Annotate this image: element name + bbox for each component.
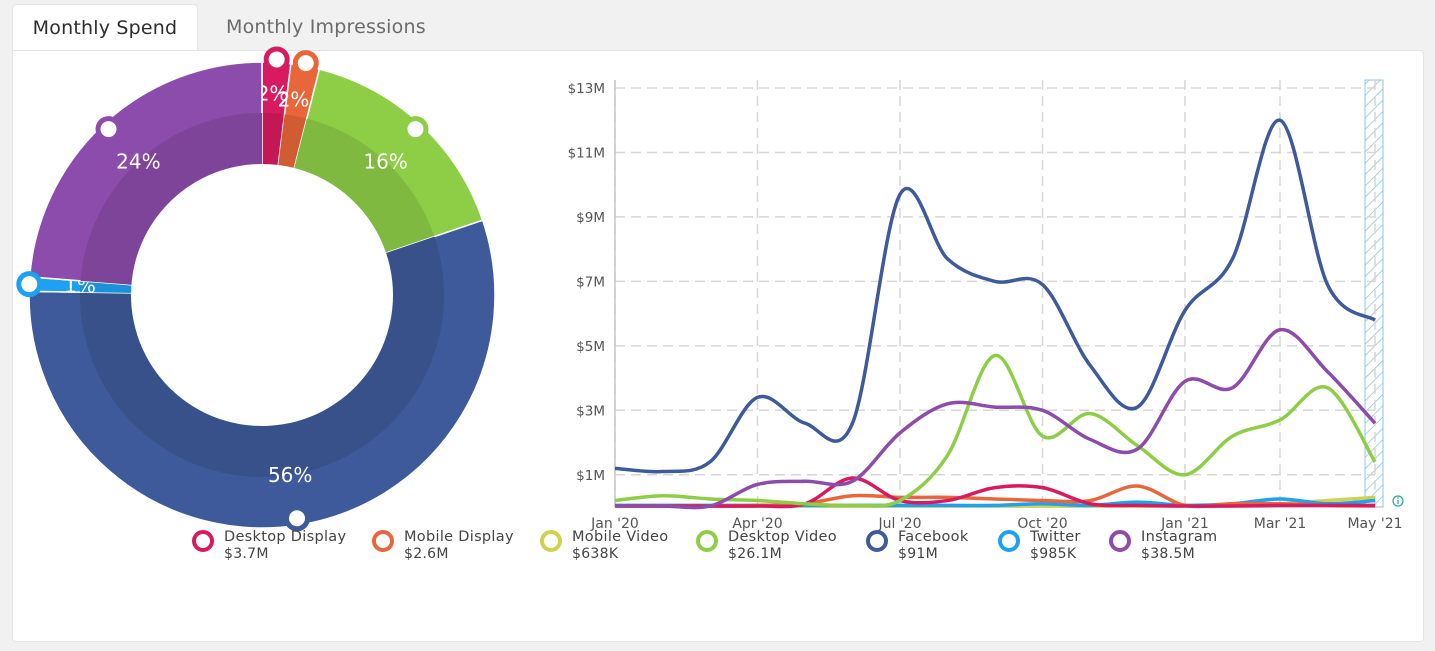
tab-bar: Monthly Spend Monthly Impressions [12,4,444,51]
y-tick-label: $11M [568,145,605,161]
tab-monthly-spend[interactable]: Monthly Spend [12,4,198,51]
line-chart: $1M $3M $5M $7M $9M $11M $13M Jan '20 Apr '20 Jul… [568,79,1404,532]
series-line-desktop-display[interactable] [614,476,1375,509]
y-tick-label: $13M [568,81,605,97]
donut-marker-desktop-display[interactable] [263,46,290,73]
series-line-facebook[interactable] [614,118,1377,474]
legend-marker-icon [696,530,718,552]
legend-value: $985K [1030,546,1077,562]
x-tick-label: Apr '20 [732,516,782,532]
legend-value: $38.5M [1141,546,1195,562]
y-tick-label: $3M [576,403,605,419]
x-tick-label: Oct '20 [1017,516,1067,532]
donut-label-desktop-video: 16% [363,149,407,173]
y-tick-label: $1M [576,468,605,484]
donut-marker-mobile-display[interactable] [292,50,319,77]
legend-value: $26.1M [728,546,782,562]
donut-marker-desktop-video[interactable] [402,116,429,143]
legend-item-mobile-video[interactable]: Mobile Video $638K [540,529,668,562]
x-tick-label: Mar '21 [1254,516,1307,532]
donut-slice-facebook[interactable] [28,219,496,529]
legend-label: Desktop Video [728,529,837,545]
donut-slice-desktop-video[interactable] [293,68,484,254]
legend-marker-icon [866,530,888,552]
x-tick-label: Jan '21 [1160,516,1209,532]
series-line-instagram[interactable] [614,327,1377,510]
donut-label-instagram: 24% [116,149,160,173]
series-line-desktop-video[interactable] [614,353,1377,508]
legend-value: $638K [572,546,619,562]
donut-marker-twitter[interactable] [16,271,43,298]
legend-label: Desktop Display [224,529,347,545]
x-tick-label: Jan '20 [590,516,639,532]
donut-marker-facebook[interactable] [284,505,311,532]
donut-chart: 2%2%16%56%1%24% [16,46,496,532]
legend-value: $2.6M [404,546,449,562]
legend-marker-icon [998,530,1020,552]
legend-label: Twitter [1030,529,1081,545]
legend-item-instagram[interactable]: Instagram $38.5M [1109,529,1217,562]
legend-item-facebook[interactable]: Facebook $91M [866,529,969,562]
y-tick-label: $5M [576,339,605,355]
y-tick-label: $7M [576,274,605,290]
legend-value: $3.7M [224,546,269,562]
legend-label: Facebook [898,529,969,545]
x-tick-label: May '21 [1347,516,1402,532]
legend-label: Instagram [1141,529,1218,545]
donut-label-mobile-display: 2% [278,88,310,112]
donut-marker-instagram[interactable] [95,116,122,143]
legend-label: Mobile Display [404,529,514,545]
donut-slice-instagram[interactable] [28,61,263,286]
legend-marker-icon [540,530,562,552]
partial-period-band [1364,79,1384,508]
legend-marker-icon [1109,530,1131,552]
legend-item-desktop-video[interactable]: Desktop Video $26.1M [696,529,837,562]
tab-monthly-impressions[interactable]: Monthly Impressions [226,16,426,38]
y-tick-label: $9M [576,210,605,226]
legend-label: Mobile Video [572,529,669,545]
legend-item-twitter[interactable]: Twitter $985K [998,529,1081,562]
legend-value: $91M [898,546,939,562]
legend-marker-icon [372,530,394,552]
info-icon[interactable] [1392,495,1404,507]
legend-item-mobile-display[interactable]: Mobile Display $2.6M [372,529,514,562]
legend-marker-icon [192,530,214,552]
x-tick-label: Jul '20 [877,516,921,532]
donut-label-facebook: 56% [268,463,312,487]
legend-item-desktop-display[interactable]: Desktop Display $3.7M [192,529,346,562]
